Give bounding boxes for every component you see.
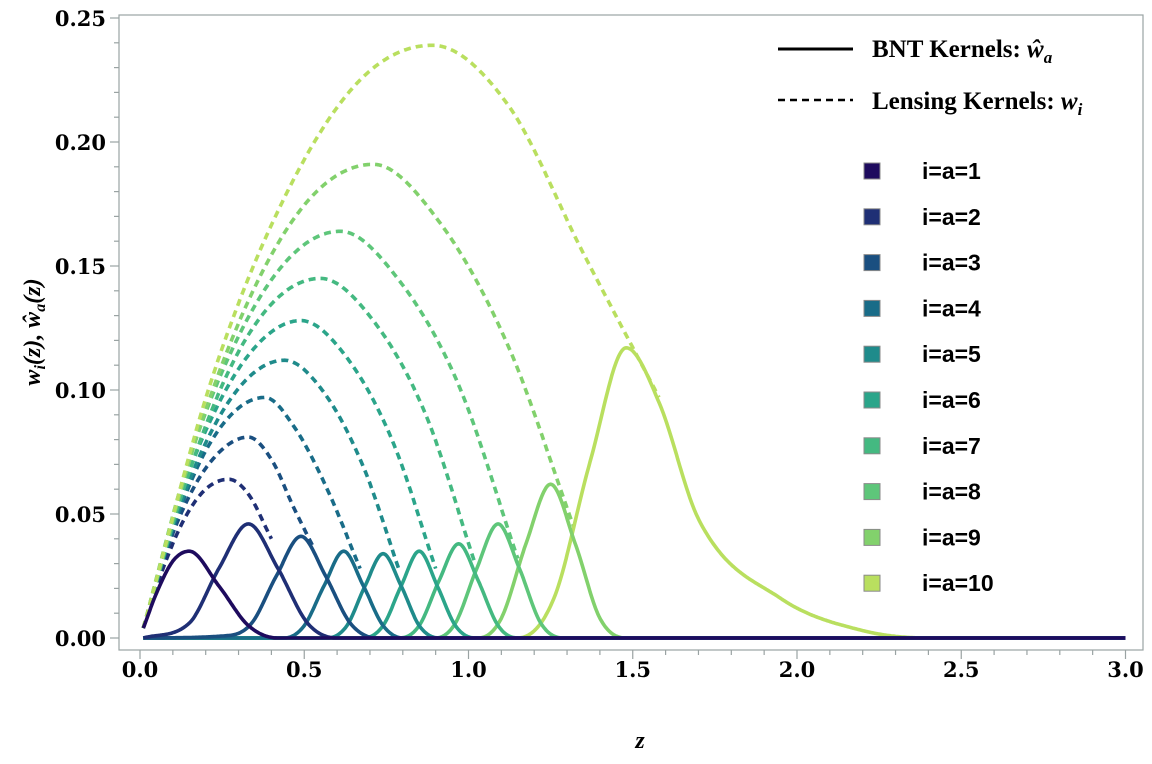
y-tick-label: 0.20 [55,130,106,155]
legend-label-3: i=a=3 [922,250,981,276]
y-tick-label: 0.25 [55,6,106,31]
y-tick-labels: 0.00 0.05 0.10 0.15 0.20 0.25 [55,6,106,651]
y-tick-label: 0.00 [55,626,106,651]
legend-swatch-4 [863,299,881,317]
legend-bnt-label: BNT Kernels: ŵa [872,36,1053,67]
y-tick-label: 0.15 [55,254,106,279]
lensing-kernel-series [141,43,661,629]
bnt-kernel-line-1 [141,549,1127,640]
lensing-kernel-line-9 [141,162,576,629]
legend-swatch-1 [863,162,881,180]
legend-label-7: i=a=7 [922,433,981,459]
x-tick-label: 2.5 [943,657,980,682]
x-tick-label: 1.5 [614,657,651,682]
legend-label-9: i=a=9 [922,524,981,550]
color-legend: i=a=1 i=a=2 i=a=3 i=a=4 i=a=5 i=a=6 i=a=7 i=a=8… [863,158,994,596]
legend-label-4: i=a=4 [922,295,981,321]
x-tick-label: 0.5 [286,657,323,682]
style-legend: BNT Kernels: ŵa Lensing Kernels: wi [778,36,1083,119]
bnt-kernel-series [141,346,1127,640]
x-axis-title: z [634,728,645,754]
legend-label-6: i=a=6 [922,387,981,413]
lensing-kernel-line-5 [141,358,402,629]
lensing-kernel-line-4 [141,395,362,629]
x-tick-label: 2.0 [779,657,816,682]
legend-label-1: i=a=1 [922,158,981,184]
legend-label-5: i=a=5 [922,341,981,367]
lensing-kernel-line-7 [141,276,477,629]
legend-swatch-3 [863,254,881,272]
legend-swatch-2 [863,208,881,226]
y-tick-label: 0.05 [55,502,106,527]
legend-swatch-5 [863,345,881,363]
y-tick-label: 0.10 [55,378,106,403]
legend-label-2: i=a=2 [922,204,981,230]
legend-swatch-8 [863,483,881,501]
legend-lensing-label: Lensing Kernels: wi [872,88,1083,119]
legend-label-10: i=a=10 [922,570,994,596]
axis-ticks [110,17,1127,659]
legend-swatch-9 [863,528,881,546]
x-tick-label: 1.0 [450,657,487,682]
lensing-kernel-line-10 [141,43,661,629]
legend-swatch-7 [863,437,881,455]
legend-label-8: i=a=8 [922,479,981,505]
x-tick-label: 3.0 [1107,657,1144,682]
bnt-kernel-line-9 [142,482,1127,640]
x-tick-label: 0.0 [122,657,159,682]
lensing-kernel-line-8 [141,229,520,629]
y-axis-title: wi(z), ŵa(z) [20,278,49,385]
legend-swatch-6 [863,391,881,409]
x-tick-labels: 0.0 0.5 1.0 1.5 2.0 2.5 3.0 [122,657,1144,682]
lensing-kernel-line-2 [141,477,274,629]
plot-frame [118,14,1144,651]
legend-swatch-10 [863,574,881,592]
